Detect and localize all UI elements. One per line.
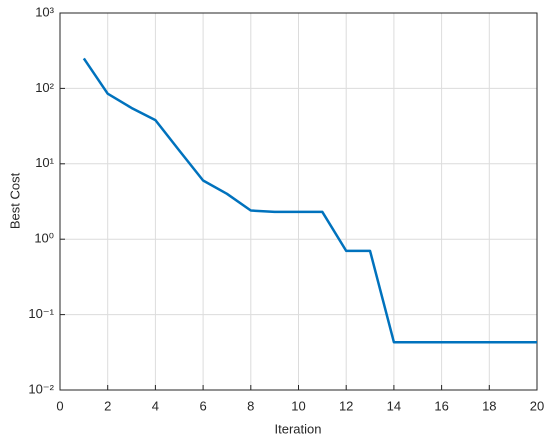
x-tick-label: 12 [339,398,353,413]
axes-box [59,12,538,391]
y-tick-label: 10⁻² [28,381,54,396]
x-tick-label: 4 [152,398,159,413]
y-axis-label: Best Cost [7,172,22,229]
x-tick-label: 8 [247,398,254,413]
y-tick-label: 10⁰ [34,231,54,246]
x-tick-label: 16 [434,398,448,413]
x-tick-label: 0 [56,398,63,413]
x-axis-label: Iteration [275,421,322,436]
y-tick-label: 10⁻¹ [28,306,54,321]
y-tick-label: 10¹ [35,155,54,170]
x-tick-label: 10 [291,398,305,413]
x-tick-label: 2 [104,398,111,413]
y-tick-label: 10³ [35,4,54,19]
line-series [82,57,537,344]
y-tick-label: 10² [35,80,54,95]
x-tick-label: 18 [482,398,496,413]
x-tick-label: 6 [199,398,206,413]
x-tick-label: 14 [387,398,401,413]
x-tick-label: 20 [530,398,544,413]
